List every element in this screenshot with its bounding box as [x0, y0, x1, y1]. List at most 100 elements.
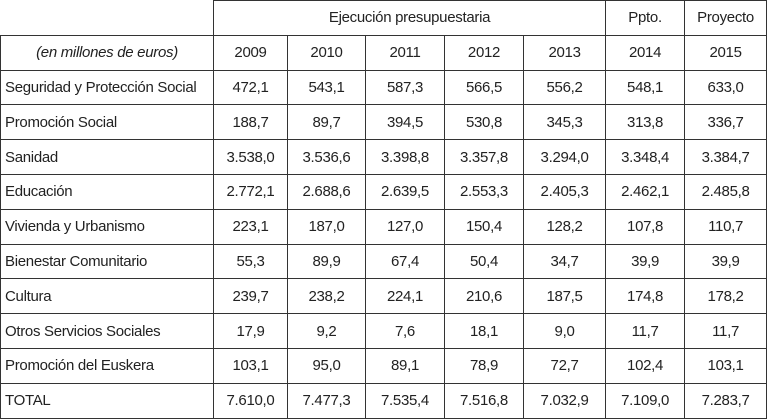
row-label: Promoción Social — [0, 104, 214, 141]
row-label: Seguridad y Protección Social — [0, 69, 214, 106]
data-row: Sanidad 3.538,0 3.536,6 3.398,8 3.357,8 3.294… — [0, 139, 767, 175]
project-header: Proyecto — [684, 0, 767, 36]
value-cell: 103,1 — [684, 347, 767, 384]
value-cell: 9,2 — [287, 313, 366, 349]
value-cell: 313,8 — [605, 104, 686, 141]
value-cell: 3.536,6 — [287, 139, 366, 175]
value-cell: 7.109,0 — [605, 382, 686, 419]
value-cell: 127,0 — [365, 208, 445, 245]
value-cell: 7.610,0 — [213, 382, 288, 419]
row-label: Educación — [0, 173, 214, 210]
value-cell: 336,7 — [684, 104, 767, 141]
value-cell: 7,6 — [365, 313, 445, 349]
data-row: Otros Servicios Sociales 17,9 9,2 7,6 18,1 9,… — [0, 313, 767, 349]
value-cell: 587,3 — [365, 69, 445, 106]
value-cell: 9,0 — [522, 313, 607, 349]
year-cell: 2009 — [213, 34, 288, 71]
value-cell: 187,5 — [522, 278, 607, 315]
value-cell: 55,3 — [213, 243, 288, 280]
value-cell: 2.688,6 — [287, 173, 366, 210]
value-cell: 223,1 — [213, 208, 288, 245]
value-cell: 3.357,8 — [444, 139, 524, 175]
value-cell: 39,9 — [684, 243, 767, 280]
year-cell: 2015 — [684, 34, 767, 71]
value-cell: 72,7 — [522, 347, 607, 384]
data-row: Bienestar Comunitario 55,3 89,9 67,4 50,4 34,… — [0, 243, 767, 280]
year-cell: 2012 — [444, 34, 524, 71]
row-label: Cultura — [0, 278, 214, 315]
value-cell: 34,7 — [522, 243, 607, 280]
value-cell: 78,9 — [444, 347, 524, 384]
data-row: Seguridad y Protección Social 472,1 543,1 5… — [0, 69, 767, 106]
value-cell: 7.535,4 — [365, 382, 445, 419]
value-cell: 2.462,1 — [605, 173, 686, 210]
value-cell: 3.294,0 — [522, 139, 607, 175]
value-cell: 17,9 — [213, 313, 288, 349]
value-cell: 110,7 — [684, 208, 767, 245]
value-cell: 543,1 — [287, 69, 366, 106]
value-cell: 2.553,3 — [444, 173, 524, 210]
header-row: Ejecución presupuestaria Ppto. Proyecto — [0, 0, 767, 36]
value-cell: 150,4 — [444, 208, 524, 245]
value-cell: 95,0 — [287, 347, 366, 384]
row-label: Vivienda y Urbanismo — [0, 208, 214, 245]
value-cell: 556,2 — [522, 69, 607, 106]
value-cell: 11,7 — [684, 313, 767, 349]
value-cell: 39,9 — [605, 243, 686, 280]
blank-cell — [0, 0, 214, 36]
value-cell: 2.485,8 — [684, 173, 767, 210]
value-cell: 7.283,7 — [684, 382, 767, 419]
value-cell: 128,2 — [522, 208, 607, 245]
year-row: (en millones de euros) 2009 2010 2011 2012 2… — [0, 34, 767, 71]
value-cell: 7.032,9 — [522, 382, 607, 419]
value-cell: 345,3 — [522, 104, 607, 141]
value-cell: 2.772,1 — [213, 173, 288, 210]
row-label: TOTAL — [0, 382, 214, 419]
budget-header: Ppto. — [605, 0, 686, 36]
value-cell: 102,4 — [605, 347, 686, 384]
row-label: Bienestar Comunitario — [0, 243, 214, 280]
data-row: Promoción Social 188,7 89,7 394,5 530,8 345,3… — [0, 104, 767, 141]
value-cell: 2.405,3 — [522, 173, 607, 210]
value-cell: 187,0 — [287, 208, 366, 245]
value-cell: 3.384,7 — [684, 139, 767, 175]
value-cell: 188,7 — [213, 104, 288, 141]
value-cell: 11,7 — [605, 313, 686, 349]
data-row: Educación 2.772,1 2.688,6 2.639,5 2.553,3 2.4… — [0, 173, 767, 210]
value-cell: 530,8 — [444, 104, 524, 141]
value-cell: 472,1 — [213, 69, 288, 106]
group-header: Ejecución presupuestaria — [212, 0, 607, 36]
year-cell: 2011 — [365, 34, 445, 71]
value-cell: 18,1 — [444, 313, 524, 349]
year-cell: 2010 — [287, 34, 366, 71]
value-cell: 174,8 — [605, 278, 686, 315]
value-cell: 50,4 — [444, 243, 524, 280]
data-row: Promoción del Euskera 103,1 95,0 89,1 78,9 72… — [0, 347, 767, 384]
value-cell: 238,2 — [287, 278, 366, 315]
value-cell: 89,7 — [287, 104, 366, 141]
row-label: Promoción del Euskera — [0, 347, 214, 384]
year-cell: 2014 — [605, 34, 686, 71]
value-cell: 239,7 — [213, 278, 288, 315]
value-cell: 633,0 — [684, 69, 767, 106]
unit-cell: (en millones de euros) — [0, 34, 214, 71]
row-label: Sanidad — [0, 139, 214, 175]
value-cell: 7.477,3 — [287, 382, 366, 419]
value-cell: 210,6 — [444, 278, 524, 315]
value-cell: 2.639,5 — [365, 173, 445, 210]
value-cell: 566,5 — [444, 69, 524, 106]
value-cell: 394,5 — [365, 104, 445, 141]
value-cell: 67,4 — [365, 243, 445, 280]
year-cell: 2013 — [522, 34, 607, 71]
value-cell: 3.348,4 — [605, 139, 686, 175]
value-cell: 107,8 — [605, 208, 686, 245]
value-cell: 3.538,0 — [213, 139, 288, 175]
row-label: Otros Servicios Sociales — [0, 313, 214, 349]
data-row: Cultura 239,7 238,2 224,1 210,6 187,5 174,8 178… — [0, 278, 767, 315]
value-cell: 7.516,8 — [444, 382, 524, 419]
data-row: TOTAL 7.610,0 7.477,3 7.535,4 7.516,8 7.032,9… — [0, 382, 767, 419]
value-cell: 548,1 — [605, 69, 686, 106]
value-cell: 89,1 — [365, 347, 445, 384]
